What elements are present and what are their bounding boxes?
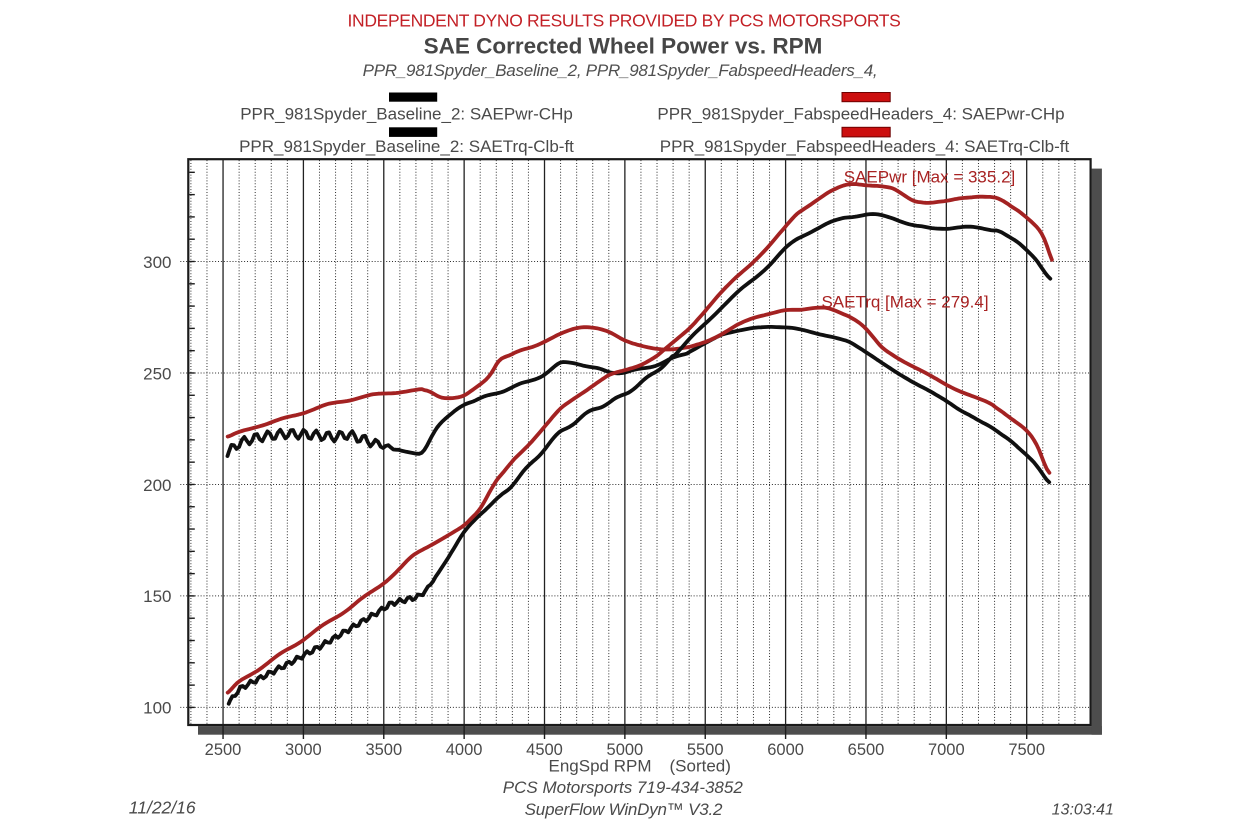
svg-text:PCS Motorsports 719-434-3852: PCS Motorsports 719-434-3852 xyxy=(503,778,744,797)
svg-text:PPR_981Spyder_Baseline_2: SAET: PPR_981Spyder_Baseline_2: SAETrq-Clb-ft xyxy=(239,137,574,156)
svg-text:5000: 5000 xyxy=(607,741,644,759)
svg-text:2500: 2500 xyxy=(205,741,242,759)
svg-text:7000: 7000 xyxy=(928,741,965,759)
svg-text:PPR_981Spyder_FabspeedHeaders_: PPR_981Spyder_FabspeedHeaders_4: SAETrq-… xyxy=(660,137,1070,156)
svg-text:6500: 6500 xyxy=(848,741,885,759)
svg-text:SuperFlow WinDyn™ V3.2: SuperFlow WinDyn™ V3.2 xyxy=(525,800,723,819)
svg-text:11/22/16: 11/22/16 xyxy=(129,798,196,818)
svg-text:PPR_981Spyder_Baseline_2, PPR_: PPR_981Spyder_Baseline_2, PPR_981Spyder_… xyxy=(363,61,878,80)
svg-text:300: 300 xyxy=(143,253,171,272)
svg-text:(Sorted): (Sorted) xyxy=(669,757,730,776)
svg-text:PPR_981Spyder_Baseline_2: SAEP: PPR_981Spyder_Baseline_2: SAEPwr-CHp xyxy=(240,105,573,124)
svg-text:13:03:41: 13:03:41 xyxy=(1052,802,1114,819)
svg-text:SAEPwr [Max = 335.2]: SAEPwr [Max = 335.2] xyxy=(844,168,1016,187)
svg-text:INDEPENDENT DYNO RESULTS PROVI: INDEPENDENT DYNO RESULTS PROVIDED BY PCS… xyxy=(348,11,901,31)
svg-text:3000: 3000 xyxy=(285,741,322,759)
svg-text:200: 200 xyxy=(143,476,171,495)
svg-text:6000: 6000 xyxy=(767,741,804,759)
svg-text:5500: 5500 xyxy=(687,741,724,759)
svg-text:150: 150 xyxy=(143,587,171,606)
svg-text:SAE Corrected Wheel Power vs.: SAE Corrected Wheel Power vs. RPM xyxy=(424,34,823,59)
svg-text:250: 250 xyxy=(143,364,171,383)
svg-text:4500: 4500 xyxy=(526,741,563,759)
svg-text:7500: 7500 xyxy=(1008,741,1045,759)
svg-text:SAETrq [Max = 279.4]: SAETrq [Max = 279.4] xyxy=(821,293,988,312)
svg-text:3500: 3500 xyxy=(365,741,402,759)
svg-text:4000: 4000 xyxy=(446,741,483,759)
svg-text:PPR_981Spyder_FabspeedHeaders_: PPR_981Spyder_FabspeedHeaders_4: SAEPwr-… xyxy=(657,105,1064,124)
svg-text:100: 100 xyxy=(143,699,171,718)
svg-text:EngSpd RPM: EngSpd RPM xyxy=(549,757,652,776)
